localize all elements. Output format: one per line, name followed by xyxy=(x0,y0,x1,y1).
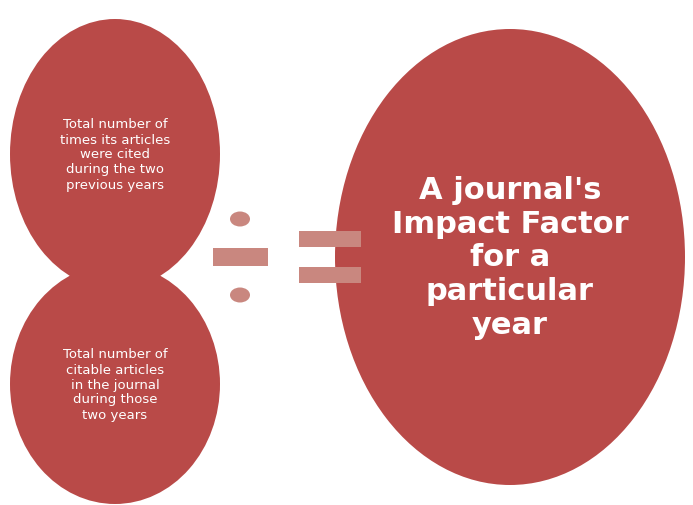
Bar xyxy=(299,231,361,247)
Ellipse shape xyxy=(10,265,220,504)
Text: Total number of
citable articles
in the journal
during those
two years: Total number of citable articles in the … xyxy=(62,348,167,421)
Text: Total number of
times its articles
were cited
during the two
previous years: Total number of times its articles were … xyxy=(60,118,170,191)
Ellipse shape xyxy=(10,20,220,289)
Bar xyxy=(299,268,361,283)
Ellipse shape xyxy=(230,212,250,227)
Text: A journal's
Impact Factor
for a
particular
year: A journal's Impact Factor for a particul… xyxy=(392,176,629,339)
Bar xyxy=(213,248,267,267)
Ellipse shape xyxy=(230,288,250,303)
Ellipse shape xyxy=(335,30,685,485)
